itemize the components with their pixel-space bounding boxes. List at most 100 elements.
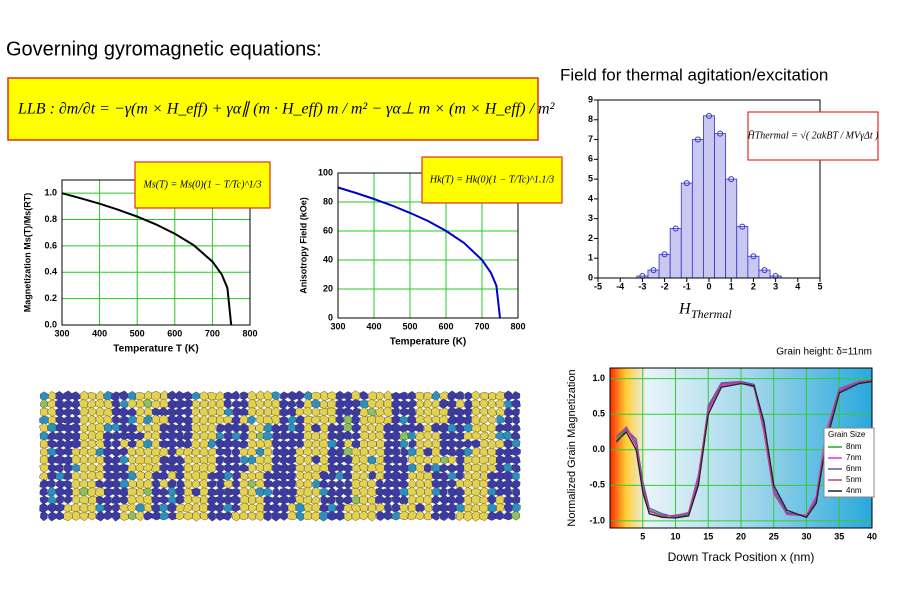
legend-title: Grain Size: [828, 430, 866, 439]
y-tick-label: 7: [588, 134, 593, 144]
grain: [295, 423, 304, 434]
y-tick-label: 0.5: [592, 409, 605, 419]
x-tick-label: 800: [510, 321, 525, 331]
y-tick-label: 9: [588, 94, 593, 104]
x-axis-label-sub: Thermal: [691, 307, 732, 321]
grain: [367, 439, 377, 449]
y-tick-label: 0.6: [44, 240, 57, 250]
y-tick-label: 20: [323, 283, 333, 293]
histogram-marker: [772, 273, 779, 280]
grain: [343, 487, 352, 497]
grain: [391, 511, 401, 521]
legend-label: 4nm: [846, 486, 862, 495]
x-tick-label: 5: [817, 281, 822, 291]
grain: [430, 511, 440, 521]
histogram-bar: [691, 139, 704, 279]
grain: [224, 487, 233, 497]
x-axis-label: Temperature T (K): [113, 344, 198, 355]
grain: [383, 510, 393, 521]
grain: [359, 391, 369, 401]
x-tick-label: 0: [706, 281, 711, 291]
y-tick-label: 40: [323, 254, 333, 264]
x-tick-label: -5: [594, 281, 602, 291]
legend-box: [823, 427, 875, 498]
histogram-bar: [703, 115, 715, 279]
grain: [39, 431, 49, 441]
thermal-title: Field for thermal agitation/excitation: [560, 65, 828, 84]
grain: [479, 446, 489, 457]
grain: [231, 511, 241, 522]
grain: [367, 511, 377, 522]
y-tick-label: 0.4: [44, 267, 57, 277]
legend-label: 5nm: [846, 475, 862, 484]
grain: [191, 511, 201, 522]
y-axis-label: Magnetization Ms(T)/Ms(RT): [22, 193, 32, 313]
x-tick-label: 700: [474, 321, 489, 331]
grain: [199, 487, 209, 497]
x-tick-label: 600: [167, 328, 182, 338]
grain: [231, 431, 241, 441]
grain: [207, 511, 216, 522]
grain: [256, 431, 265, 441]
y-tick-label: 2: [588, 233, 593, 243]
y-tick-label: 1.0: [44, 188, 57, 198]
grain: [367, 423, 377, 433]
histogram-bar: [680, 182, 693, 279]
grain: [335, 399, 345, 409]
grain: [240, 471, 249, 481]
grain: [359, 431, 369, 441]
formula-box: [134, 161, 271, 209]
grain: [463, 510, 473, 522]
legend-label: 6nm: [846, 464, 862, 473]
grain: [167, 415, 177, 425]
formula-box: [421, 156, 563, 204]
grain: [471, 510, 481, 522]
x-tick-label: 800: [242, 328, 257, 338]
x-tick-label: 5: [640, 531, 645, 541]
grain: [159, 511, 169, 521]
y-tick-label: 1: [588, 253, 593, 263]
grain: [247, 415, 256, 425]
x-tick-label: 3: [773, 281, 778, 291]
x-tick-label: 25: [769, 531, 779, 541]
grain: [415, 510, 425, 521]
llb-equation: LLB : ∂m/∂t = −γ(m × H_eff) + γα∥ (m · H…: [17, 101, 556, 118]
grain: [239, 511, 248, 521]
y-tick-label: 100: [318, 167, 333, 177]
grain: [263, 479, 273, 489]
grain: [40, 510, 48, 522]
y-tick-label: 60: [323, 225, 333, 235]
x-tick-label: -4: [616, 281, 624, 291]
grain: [391, 455, 401, 465]
grain: [327, 407, 337, 417]
grain: [223, 407, 233, 417]
histogram-marker: [761, 267, 768, 274]
grain: [423, 511, 432, 521]
grain: [207, 415, 217, 425]
formula: Hk(T) = Hk(0)(1 − T/Tc)^1.1/3: [429, 174, 554, 185]
y-axis-label: Normalized Grain Magnetization: [566, 369, 578, 526]
grain: [335, 510, 345, 521]
histogram-bar: [758, 269, 771, 279]
x-tick-label: -1: [683, 281, 691, 291]
y-tick-label: -0.5: [589, 480, 605, 490]
grain: [151, 510, 161, 521]
histogram-marker: [750, 253, 757, 260]
grain: [48, 511, 57, 522]
x-tick-label: 300: [54, 328, 69, 338]
y-tick-label: 0: [588, 272, 593, 282]
y-tick-label: 0.8: [44, 214, 57, 224]
grain: [143, 511, 153, 521]
grain: [239, 463, 249, 473]
formula-box: [747, 111, 879, 161]
histogram-bar: [714, 133, 727, 279]
x-tick-label: 20: [736, 531, 746, 541]
y-tick-label: 0.0: [44, 319, 57, 329]
histogram-bar: [736, 226, 749, 279]
histogram-marker: [672, 225, 679, 232]
x-axis-label: Down Track Position x (nm): [668, 550, 815, 564]
grain: [159, 455, 169, 465]
grain: [176, 438, 185, 449]
